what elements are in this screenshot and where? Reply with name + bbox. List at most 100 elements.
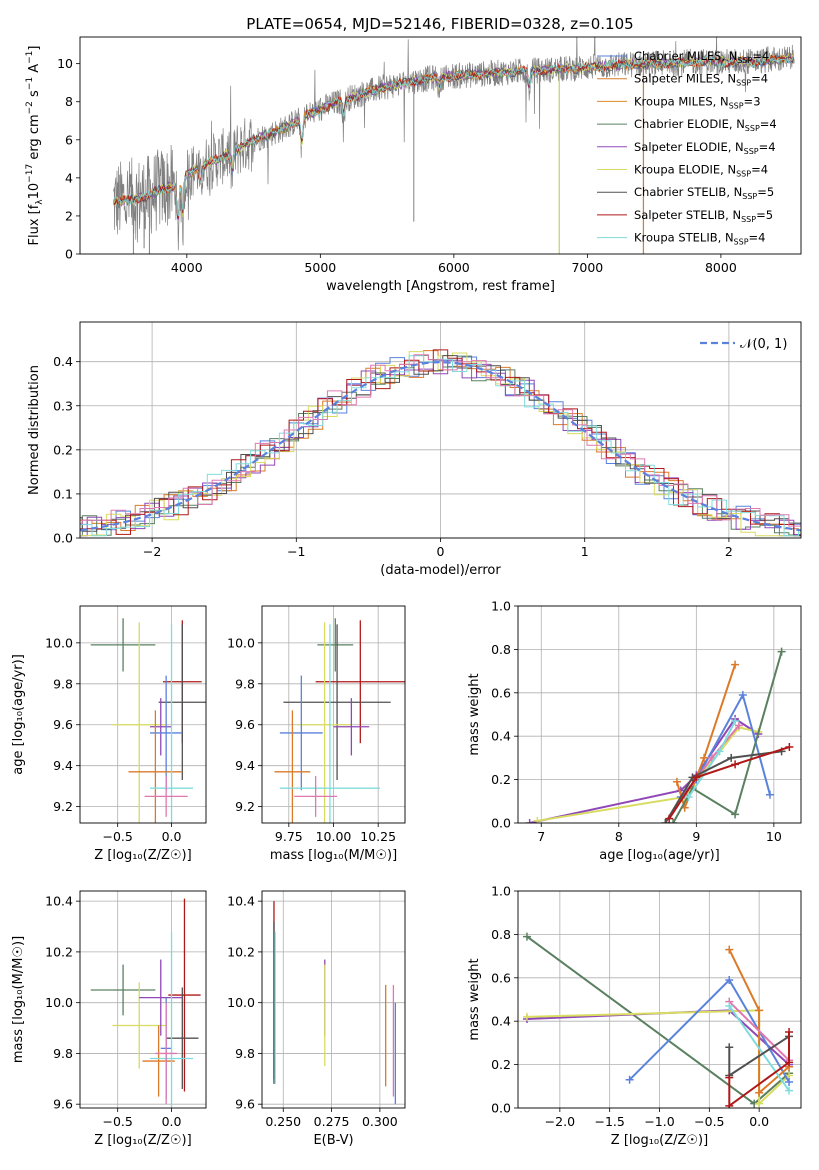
x-tick-label: −1 [287,544,305,559]
plus-marker [731,760,740,769]
plus-marker [669,819,678,823]
error-bar-point [155,1002,177,1105]
y-label-part: 10 [27,183,42,200]
x-tick-label: 10 [766,829,782,844]
x-axis-label: Z [log₁₀(Z/Z☉)] [94,1133,191,1148]
y-tick-label: 0.6 [491,970,511,985]
y-tick-label: 1.0 [491,884,511,899]
y-label-part: A [27,64,42,77]
plus-marker [731,660,740,669]
weight-line [664,750,782,823]
plus-marker [725,1002,734,1011]
y-label-part: −1 [25,51,35,64]
axes-frame [79,890,207,1109]
error-bar-point [112,982,167,1069]
x-tick-label: 7 [537,829,545,844]
gaussian-curve [80,360,801,532]
legend-n: N [736,117,745,131]
plus-marker [525,819,534,823]
y-axis-label: Flux [fλ10−17 erg cm−2 s−1 A−1] [25,46,45,246]
legend-nssp: 4 [758,231,765,245]
weight-series [625,975,794,1086]
y-tick-label: 9.2 [53,799,73,814]
legend-nssp: 5 [766,208,773,222]
plot-area [90,898,201,1108]
legend-eq: = [759,140,769,154]
legend-n: N [729,49,738,63]
error-bar-point [112,622,167,823]
x-axis-label: E(B-V) [313,1133,353,1148]
plus-marker [785,743,794,752]
y-tick-label: 10.0 [227,995,255,1010]
plot-area [273,901,396,1105]
y-tick-label: 0.4 [53,354,73,369]
plot-area [80,349,801,537]
legend-eq: = [744,94,754,108]
weight-line [728,1000,790,1062]
y-tick-label: 0.1 [53,486,73,501]
legend-nssp: 4 [762,49,769,63]
panel-spectrum: 4000 5000 6000 7000 8000 0 2 4 6 8 10 wavelength [A… [25,36,802,294]
y-axis-label: age [log₁₀(age/yr)] [11,654,26,775]
x-tick-label: −2.0 [545,1114,575,1129]
panel-age-vs-mass: 9.75 10.00 10.25 9.2 9.4 9.6 9.8 10.0 mass [log₁… [227,605,406,863]
y-tick-label: 9.4 [235,758,255,773]
error-bar-point [150,698,172,756]
y-tick-label: 0.8 [491,927,511,942]
panel-age-vs-Z: −0.5 0.0 9.2 9.4 9.6 9.8 10.0 Z [log₁₀(Z/Z☉)] ag… [11,605,207,863]
plus-marker [522,932,531,941]
panel-weight-vs-Z: −2.0 −1.5 −1.0 −0.5 0.0 0.0 0.2 0.4 0.6 0.8 1.0 Z [… [467,884,802,1148]
x-tick-label: −0.5 [103,829,133,844]
y-tick-label: 0.2 [491,772,511,787]
legend-ssp: SSP [734,238,749,247]
y-tick-label: 10.0 [227,635,255,650]
model-spectrum-line [113,52,795,218]
plus-marker [731,717,740,726]
plus-marker [734,721,743,730]
y-tick-label: 6 [65,132,73,147]
legend-nssp: 3 [753,94,760,108]
y-axis-label: mass weight [467,958,482,1040]
plot-area [522,932,794,1108]
x-tick-label: 0.250 [265,1114,301,1129]
y-tick-label: 9.8 [53,1046,73,1061]
plus-marker [727,753,736,762]
weight-line [668,746,790,820]
plus-marker [755,1088,764,1097]
legend-eq: = [756,208,766,222]
y-label-part: s [27,90,42,101]
x-tick-label: 0.0 [162,1114,182,1129]
histogram-step [80,354,801,527]
x-tick-label: 0.0 [162,829,182,844]
model-spectrum-line [113,54,795,217]
y-label-part: −2 [25,101,35,114]
legend-name: Chabrier STELIB, [634,185,734,199]
legend-name: Kroupa MILES, [634,94,720,108]
y-tick-label: 1.0 [491,599,511,614]
x-tick-label: 0.275 [314,1114,350,1129]
y-tick-label: 2 [65,208,73,223]
legend-n: N [727,72,736,86]
legend-eq: = [751,163,761,177]
error-bar-point [168,898,201,1092]
y-tick-label: 0.4 [491,729,511,744]
y-label-part: −17 [25,164,35,183]
error-bar-point [128,710,183,823]
legend-entry: Salpeter MILES, NSSP=4 [634,72,768,88]
legend-entry: Salpeter ELODIE, NSSP=4 [634,140,776,156]
y-tick-label: 0 [65,247,73,262]
x-tick-label: 0 [437,544,445,559]
y-tick-label: 0.2 [491,1057,511,1072]
error-bar-point [297,622,352,823]
plus-marker [785,1028,794,1037]
weight-line [728,949,790,1095]
y-axis-label: mass weight [467,673,482,755]
y-tick-label: 0.0 [491,1101,511,1116]
axes-frame [261,890,406,1109]
plus-marker [725,945,734,954]
y-label-part: ] [27,46,42,51]
weight-series [725,1002,794,1095]
legend-nssp: 5 [767,185,774,199]
